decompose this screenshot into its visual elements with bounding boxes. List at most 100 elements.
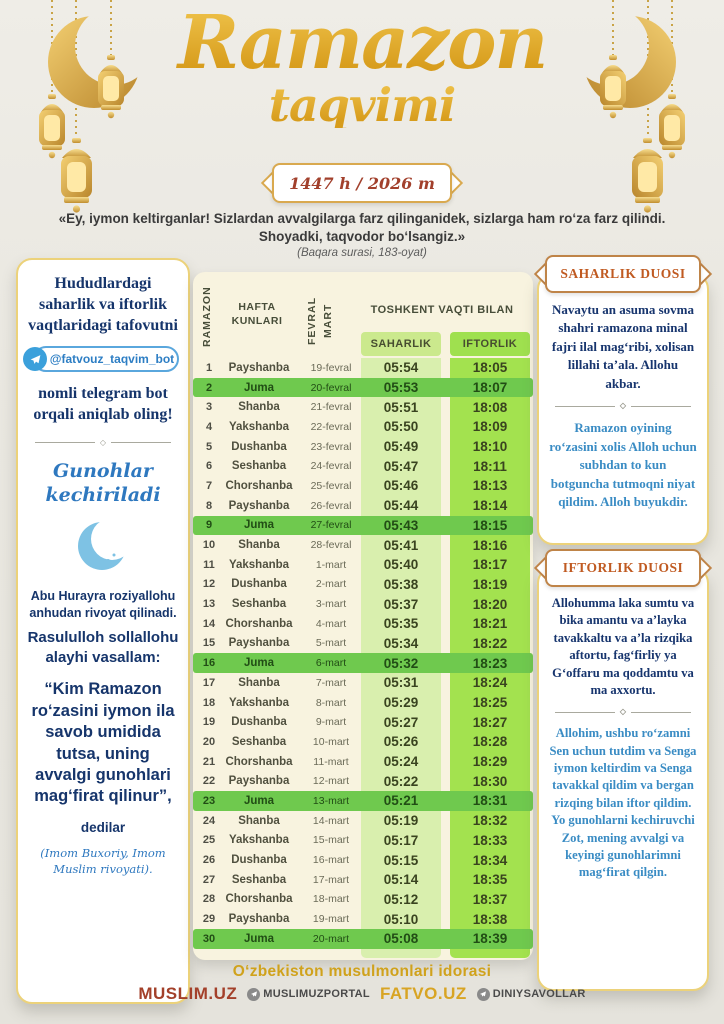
cell-weekday: Payshanba bbox=[228, 637, 290, 650]
cell-day-number: 12 bbox=[202, 578, 216, 591]
cell-day-number: 27 bbox=[202, 873, 216, 886]
cell-day-number: 4 bbox=[205, 420, 213, 433]
cell-day-number: 10 bbox=[202, 539, 216, 552]
cell-iftorlik-time: 18:09 bbox=[450, 417, 530, 437]
table-row: 16 Juma 6-mart 05:32 18:23 bbox=[193, 653, 533, 673]
cell-iftorlik-time: 18:24 bbox=[450, 673, 530, 693]
cell-saharlik-time: 05:21 bbox=[383, 793, 419, 809]
cell-weekday: Chorshanba bbox=[225, 479, 293, 492]
cell-iftorlik-time: 18:08 bbox=[450, 397, 530, 418]
cell-date: 20-fevral bbox=[310, 381, 352, 394]
iftorlik-duosi-badge: IFTORLIK DUOSI bbox=[533, 549, 713, 587]
cell-weekday: Yakshanba bbox=[228, 834, 290, 847]
cell-weekday: Payshanba bbox=[228, 775, 290, 788]
cell-iftorlik-time: 18:15 bbox=[472, 517, 508, 533]
cell-iftorlik-time: 18:32 bbox=[450, 810, 530, 831]
cell-weekday: Yakshanba bbox=[228, 696, 290, 709]
cell-day-number: 15 bbox=[202, 637, 216, 650]
cell-day-number: 14 bbox=[202, 617, 216, 630]
cell-iftorlik-time: 18:37 bbox=[450, 889, 530, 910]
cell-saharlik-time: 05:49 bbox=[361, 436, 441, 457]
saharlik-dua-text: Navaytu an asuma sovma shahri ramazona m… bbox=[551, 302, 695, 391]
cell-iftorlik-time: 18:35 bbox=[450, 869, 530, 890]
cell-date: 21-fevral bbox=[310, 401, 352, 414]
narration-text-2: Rasululloh sollallohu alayhi vasallam: bbox=[27, 629, 179, 666]
table-row: 17 Shanba 7-mart 05:31 18:24 bbox=[193, 673, 533, 693]
table-row: 7 Chorshanba 25-fevral 05:46 18:13 bbox=[193, 476, 533, 496]
iftorlik-dua-translation: Allohim, ushbu ro‘zamni Sen uchun tutdim… bbox=[549, 726, 697, 880]
cell-iftorlik-time: 18:22 bbox=[450, 633, 530, 654]
calendar-table: RAMAZON HAFTA KUNLARI FEVRAL MART TOSHKE… bbox=[193, 272, 533, 960]
cell-date: 15-mart bbox=[312, 834, 350, 847]
table-row: 13 Seshanba 3-mart 05:37 18:20 bbox=[193, 594, 533, 614]
saharlik-duosi-title: SAHARLIK DUOSI bbox=[560, 266, 686, 281]
cell-weekday: Seshanba bbox=[231, 873, 287, 886]
crescent-lanterns-decoration-right bbox=[546, 0, 724, 238]
cell-weekday: Juma bbox=[243, 657, 275, 670]
cell-weekday: Payshanba bbox=[228, 913, 290, 926]
right-dua-column: Navaytu an asuma sovma shahri ramazona m… bbox=[537, 255, 709, 991]
cell-weekday: Dushanba bbox=[231, 854, 287, 867]
muslim-uz-link[interactable]: MUSLIM.UZ bbox=[138, 984, 238, 1003]
cell-weekday: Chorshanba bbox=[225, 755, 293, 768]
cell-day-number: 28 bbox=[202, 893, 216, 906]
cell-saharlik-time: 05:24 bbox=[361, 751, 441, 772]
crescent-lanterns-icon bbox=[39, 0, 140, 213]
muslimuzportal-telegram-link[interactable]: MUSLIMUZPORTAL bbox=[247, 987, 370, 1001]
saharlik-dua-panel: Navaytu an asuma sovma shahri ramazona m… bbox=[537, 273, 709, 545]
cell-saharlik-time: 05:41 bbox=[361, 535, 441, 555]
cell-iftorlik-time: 18:14 bbox=[450, 495, 530, 516]
column-header-time-group: TOSHKENT VAQTI BILAN bbox=[370, 304, 514, 316]
cell-iftorlik-time: 18:39 bbox=[472, 931, 508, 947]
cell-day-number: 19 bbox=[202, 716, 216, 729]
table-row: 19 Dushanba 9-mart 05:27 18:27 bbox=[193, 712, 533, 733]
cell-iftorlik-time: 18:38 bbox=[450, 909, 530, 929]
cell-weekday: Seshanba bbox=[231, 460, 287, 473]
crescent-calligraphy-icon bbox=[27, 515, 179, 582]
cell-iftorlik-time: 18:31 bbox=[472, 793, 508, 809]
diniysavollar-telegram-link[interactable]: DINIYSAVOLLAR bbox=[476, 987, 586, 1001]
table-row: 12 Dushanba 2-mart 05:38 18:19 bbox=[193, 574, 533, 595]
cell-date: 13-mart bbox=[312, 794, 350, 807]
cell-iftorlik-time: 18:30 bbox=[450, 771, 530, 792]
cell-date: 16-mart bbox=[312, 854, 350, 867]
cell-iftorlik-time: 18:28 bbox=[450, 732, 530, 752]
cell-date: 8-mart bbox=[315, 696, 347, 709]
cell-weekday: Dushanba bbox=[231, 578, 287, 591]
table-row: 27 Seshanba 17-mart 05:14 18:35 bbox=[193, 869, 533, 890]
table-row: 10 Shanba 28-fevral 05:41 18:16 bbox=[193, 535, 533, 555]
telegram-bot-link[interactable]: @fatvouz_taqvim_bot bbox=[23, 346, 179, 373]
cell-iftorlik-time: 18:34 bbox=[450, 850, 530, 870]
cell-saharlik-time: 05:08 bbox=[383, 931, 419, 947]
cell-weekday: Dushanba bbox=[231, 440, 287, 453]
table-row: 29 Payshanba 19-mart 05:10 18:38 bbox=[193, 909, 533, 929]
cell-day-number: 29 bbox=[202, 913, 216, 926]
hadith-text: “Kim Ramazon ro‘zasini iymon ila savob u… bbox=[31, 680, 175, 806]
quote-source: (Baqara surasi, 183-oyat) bbox=[297, 247, 427, 259]
cell-day-number: 16 bbox=[202, 657, 216, 670]
narration-text: Abu Hurayra roziyallohu anhudan rivoyat … bbox=[29, 589, 177, 621]
table-column-footer bbox=[193, 948, 533, 958]
table-row: 11 Yakshanba 1-mart 05:40 18:17 bbox=[193, 554, 533, 575]
table-row: 4 Yakshanba 22-fevral 05:50 18:09 bbox=[193, 417, 533, 437]
cell-day-number: 25 bbox=[202, 834, 216, 847]
fatvo-uz-link[interactable]: FATVO.UZ bbox=[379, 984, 467, 1003]
table-row: 15 Payshanba 5-mart 05:34 18:22 bbox=[193, 633, 533, 654]
cell-iftorlik-time: 18:27 bbox=[450, 712, 530, 733]
cell-weekday: Payshanba bbox=[228, 499, 290, 512]
cell-saharlik-time: 05:19 bbox=[361, 810, 441, 831]
cell-date: 2-mart bbox=[315, 578, 347, 591]
cell-date: 28-fevral bbox=[310, 539, 352, 552]
table-row: 3 Shanba 21-fevral 05:51 18:08 bbox=[193, 397, 533, 418]
cell-day-number: 18 bbox=[202, 696, 216, 709]
cell-date: 7-mart bbox=[315, 676, 347, 689]
cell-weekday: Juma bbox=[243, 519, 275, 532]
cell-saharlik-time: 05:34 bbox=[361, 633, 441, 654]
cell-date: 9-mart bbox=[315, 716, 347, 729]
cell-iftorlik-time: 18:16 bbox=[450, 535, 530, 555]
table-row: 8 Payshanba 26-fevral 05:44 18:14 bbox=[193, 495, 533, 516]
cell-day-number: 20 bbox=[202, 735, 216, 748]
cell-day-number: 24 bbox=[202, 814, 216, 827]
cell-saharlik-time: 05:32 bbox=[383, 655, 419, 671]
poster-title: Ramazon taqvimi bbox=[162, 6, 562, 128]
